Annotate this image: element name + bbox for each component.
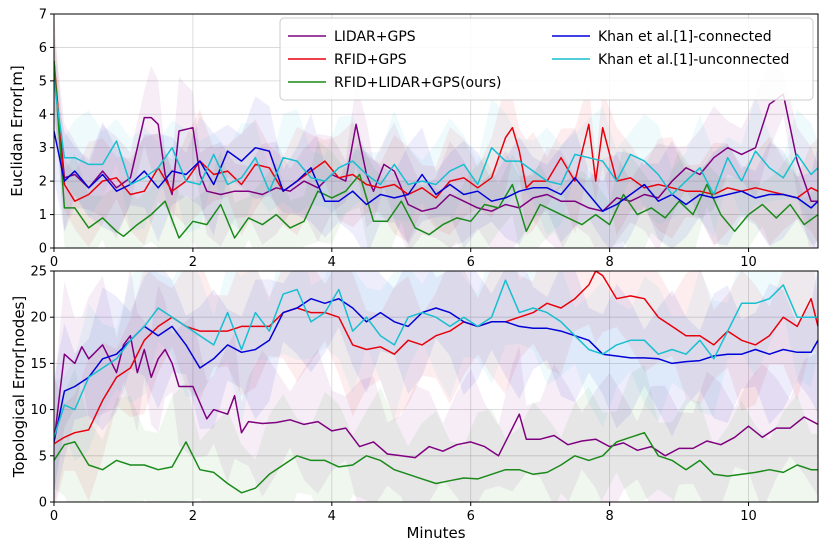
legend-box <box>279 17 814 101</box>
axes-frame <box>53 13 819 249</box>
x-tick-label: 8 <box>605 255 613 270</box>
x-tick-label: 6 <box>467 255 475 270</box>
y-tick-label: 0 <box>39 242 47 257</box>
euclidean-error-panel: 0 1 2 3 4 5 6 7 0 2 4 6 8 10 Euclidan Error[m] <box>8 8 819 270</box>
legend-label: RFID+GPS <box>334 52 407 68</box>
y-tick-label: 2 <box>39 175 47 190</box>
series-line <box>54 431 818 494</box>
legend-item: Khan et al.[1]-connected <box>552 29 772 45</box>
legend-item: Khan et al.[1]-unconnected <box>552 52 789 68</box>
confidence-band <box>54 39 818 238</box>
axes-frame <box>53 270 819 503</box>
y-tick-label: 15 <box>30 357 47 372</box>
confidence-band <box>54 40 818 248</box>
y-tick-label: 4 <box>39 108 47 123</box>
y-axis-label: Topological Error[nodes] <box>10 296 28 478</box>
x-tick-label: 0 <box>50 509 58 524</box>
x-tick-label: 10 <box>740 509 757 524</box>
legend-label: RFID+LIDAR+GPS(ours) <box>334 75 502 91</box>
series-line <box>54 334 818 459</box>
legend-label: LIDAR+GPS <box>334 29 416 45</box>
legend-item: RFID+LIDAR+GPS(ours) <box>288 75 502 91</box>
x-tick-label: 0 <box>50 255 58 270</box>
y-tick-label: 1 <box>39 208 47 223</box>
confidence-band <box>54 30 818 248</box>
y-tick-label: 5 <box>39 74 47 89</box>
y-tick-label: 6 <box>39 41 47 56</box>
x-tick-label: 10 <box>740 255 757 270</box>
x-tick-label: 2 <box>189 255 197 270</box>
confidence-band <box>54 83 818 248</box>
confidence-band <box>54 271 818 502</box>
confidence-band <box>54 14 818 248</box>
y-axis-label: Euclidan Error[m] <box>8 65 26 196</box>
series-line <box>54 297 818 443</box>
x-tick-label: 4 <box>328 255 336 270</box>
series-line <box>54 80 818 196</box>
x-tick-label: 2 <box>189 509 197 524</box>
plot-area <box>54 271 818 502</box>
y-tick-label: 3 <box>39 141 47 156</box>
y-tick-label: 10 <box>30 403 47 418</box>
y-tick-label: 25 <box>30 265 47 280</box>
x-axis-label: Minutes <box>406 524 465 542</box>
x-tick-label: 4 <box>328 509 336 524</box>
plot-area <box>54 14 818 248</box>
y-tick-label: 0 <box>39 496 47 511</box>
legend-label: Khan et al.[1]-unconnected <box>598 52 789 68</box>
y-tick-label: 5 <box>39 449 47 464</box>
confidence-band <box>54 364 818 502</box>
y-tick-label: 20 <box>30 311 47 326</box>
series-line <box>54 60 818 239</box>
legend-item: RFID+GPS <box>288 52 407 68</box>
x-tick-label: 6 <box>467 509 475 524</box>
confidence-band <box>54 271 818 502</box>
legend-label: Khan et al.[1]-connected <box>598 29 772 45</box>
series-line <box>54 60 818 202</box>
legend: LIDAR+GPS RFID+GPS RFID+LIDAR+GPS(ours) Kha… <box>279 17 814 101</box>
series-line <box>54 130 818 212</box>
x-tick-label: 8 <box>605 509 613 524</box>
y-tick-label: 7 <box>39 8 47 23</box>
legend-item: LIDAR+GPS <box>288 29 416 45</box>
series-line <box>54 279 818 438</box>
